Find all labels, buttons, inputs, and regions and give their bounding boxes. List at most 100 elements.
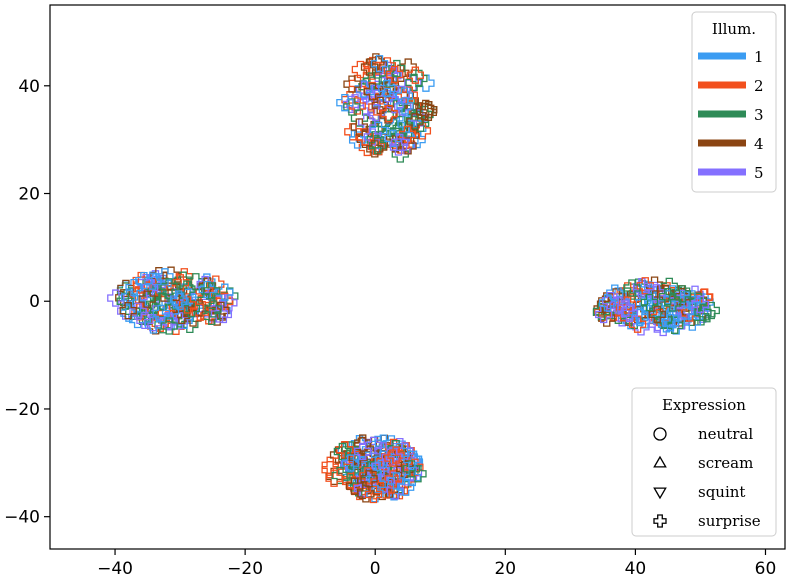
expression-legend-marker [653,455,667,468]
data-point-scream [144,316,163,334]
data-point-squint [633,277,651,296]
expression-legend-box [631,387,777,537]
data-point-scream [147,283,165,301]
data-point-scream [178,296,197,314]
data-point-neutral [396,442,414,460]
data-point-squint [673,285,692,303]
data-point-scream [144,314,162,332]
x-tick-label: 20 [494,559,516,579]
data-point-surprise [380,104,398,123]
data-point-surprise [364,56,382,75]
expression-legend-label: surprise [698,512,761,530]
data-point-surprise [416,102,434,121]
expression-legend-marker [653,487,667,500]
data-point-neutral [360,470,378,488]
data-point-neutral [387,472,406,490]
data-point-surprise [371,96,389,115]
data-point-scream [166,288,184,306]
data-point-scream [151,314,169,332]
data-point-scream [198,280,216,299]
expression-legend-label: neutral [698,425,753,443]
data-point-surprise [413,122,432,140]
data-point-surprise [398,125,417,144]
data-point-squint [661,314,680,332]
data-point-surprise [395,87,414,105]
data-point-surprise [378,87,397,106]
data-point-scream [135,271,153,290]
illumination-legend-label: 3 [754,106,764,124]
data-point-surprise [378,57,397,75]
data-point-squint [659,287,677,306]
data-point-neutral [362,461,380,479]
x-tick-label: −20 [227,559,263,579]
data-point-surprise [406,66,424,84]
illumination-legend: Illum. 1 2 3 4 5 [691,11,777,193]
x-tick-label: −40 [97,559,133,579]
data-point-scream [216,283,234,301]
points-layer [107,53,720,504]
data-point-surprise [343,75,361,93]
y-tick-label: −40 [4,508,40,528]
data-point-scream [174,271,192,289]
data-point-scream [171,292,189,310]
data-point-surprise [344,123,362,141]
data-point-surprise [366,131,384,149]
y-tick-label: 0 [29,292,40,312]
data-point-surprise [378,79,396,98]
data-point-neutral [409,465,427,483]
data-point-squint [647,284,666,302]
data-point-surprise [386,65,404,84]
data-point-squint [648,305,666,323]
illumination-legend-label: 1 [754,48,764,66]
data-point-surprise [369,121,388,140]
data-point-neutral [387,439,405,458]
data-point-neutral [359,467,377,485]
data-point-squint [631,308,649,327]
data-point-scream [128,295,147,313]
data-point-surprise [369,55,388,74]
data-point-surprise [348,131,367,149]
data-point-scream [160,317,178,335]
data-point-surprise [397,115,415,133]
data-point-surprise [368,98,386,116]
data-point-surprise [396,97,414,115]
data-point-neutral [387,446,405,464]
data-point-surprise [362,72,380,90]
expression-legend-marker [653,427,667,441]
data-point-surprise [366,140,384,158]
data-point-neutral [341,454,360,472]
illumination-legend-label: 5 [754,164,764,182]
x-tick-label: 60 [755,559,777,579]
data-point-surprise [363,128,381,146]
data-point-squint [670,292,688,310]
data-point-scream [136,311,154,330]
data-point-squint [618,296,637,314]
data-point-scream [156,268,174,286]
data-point-squint [620,304,639,323]
y-tick-label: −20 [4,400,40,420]
data-point-scream [220,294,238,312]
data-point-scream [117,279,135,298]
data-point-surprise [360,58,379,76]
data-point-scream [107,289,125,307]
data-point-scream [144,272,162,290]
data-point-surprise [364,83,382,101]
plot-frame [49,4,786,550]
data-point-surprise [405,73,423,92]
data-point-scream [181,315,199,334]
data-point-squint [683,313,701,331]
data-point-scream [203,282,221,300]
data-point-neutral [321,461,339,479]
data-point-surprise [367,103,385,122]
data-point-scream [120,304,138,322]
data-point-neutral [374,442,392,460]
data-point-squint [694,303,712,322]
data-point-scream [212,301,230,319]
data-point-scream [152,304,170,323]
data-point-scream [161,302,180,320]
illumination-legend-label: 2 [754,77,764,95]
expression-legend-title: Expression [662,396,746,414]
data-point-squint [698,305,716,323]
data-point-scream [204,300,222,318]
